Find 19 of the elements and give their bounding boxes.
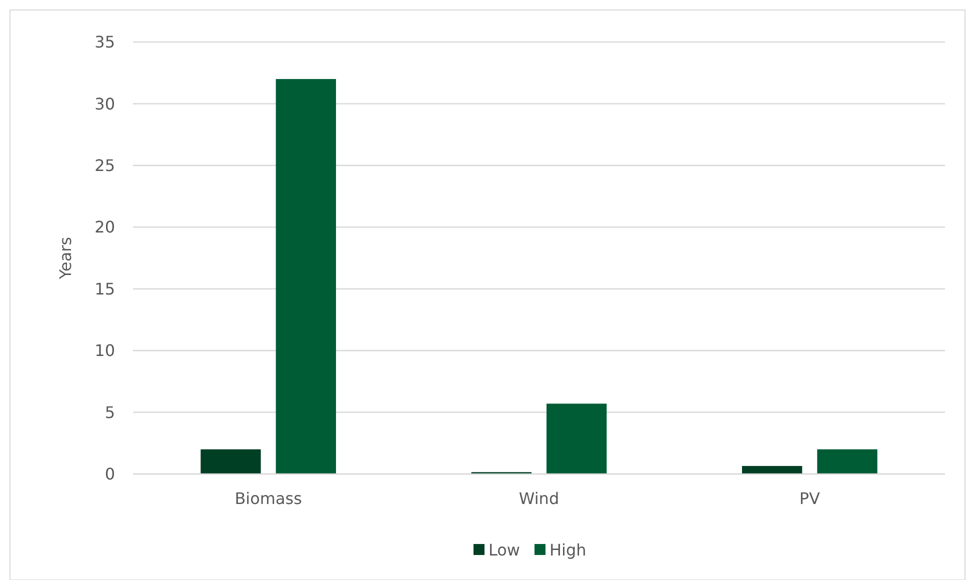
bar (817, 449, 878, 474)
bar (276, 79, 336, 474)
x-tick-label: Wind (518, 489, 560, 508)
legend-label: High (550, 540, 586, 560)
x-tick-label: Biomass (234, 489, 302, 508)
y-tick-label: 5 (104, 402, 115, 422)
y-tick-label: 20 (94, 218, 115, 237)
legend-label: Low (488, 540, 520, 560)
y-tick-label: 10 (94, 341, 115, 360)
y-axis-title: Years (56, 236, 75, 280)
y-tick-label: 15 (94, 279, 115, 298)
bar (200, 449, 261, 474)
y-tick-label: 25 (94, 156, 115, 176)
bar (546, 404, 607, 474)
y-tick-label: 35 (94, 32, 115, 52)
y-tick-label: 30 (94, 94, 115, 114)
y-tick-label: 0 (104, 464, 115, 484)
x-tick-label: PV (799, 489, 820, 508)
bar (742, 466, 802, 474)
